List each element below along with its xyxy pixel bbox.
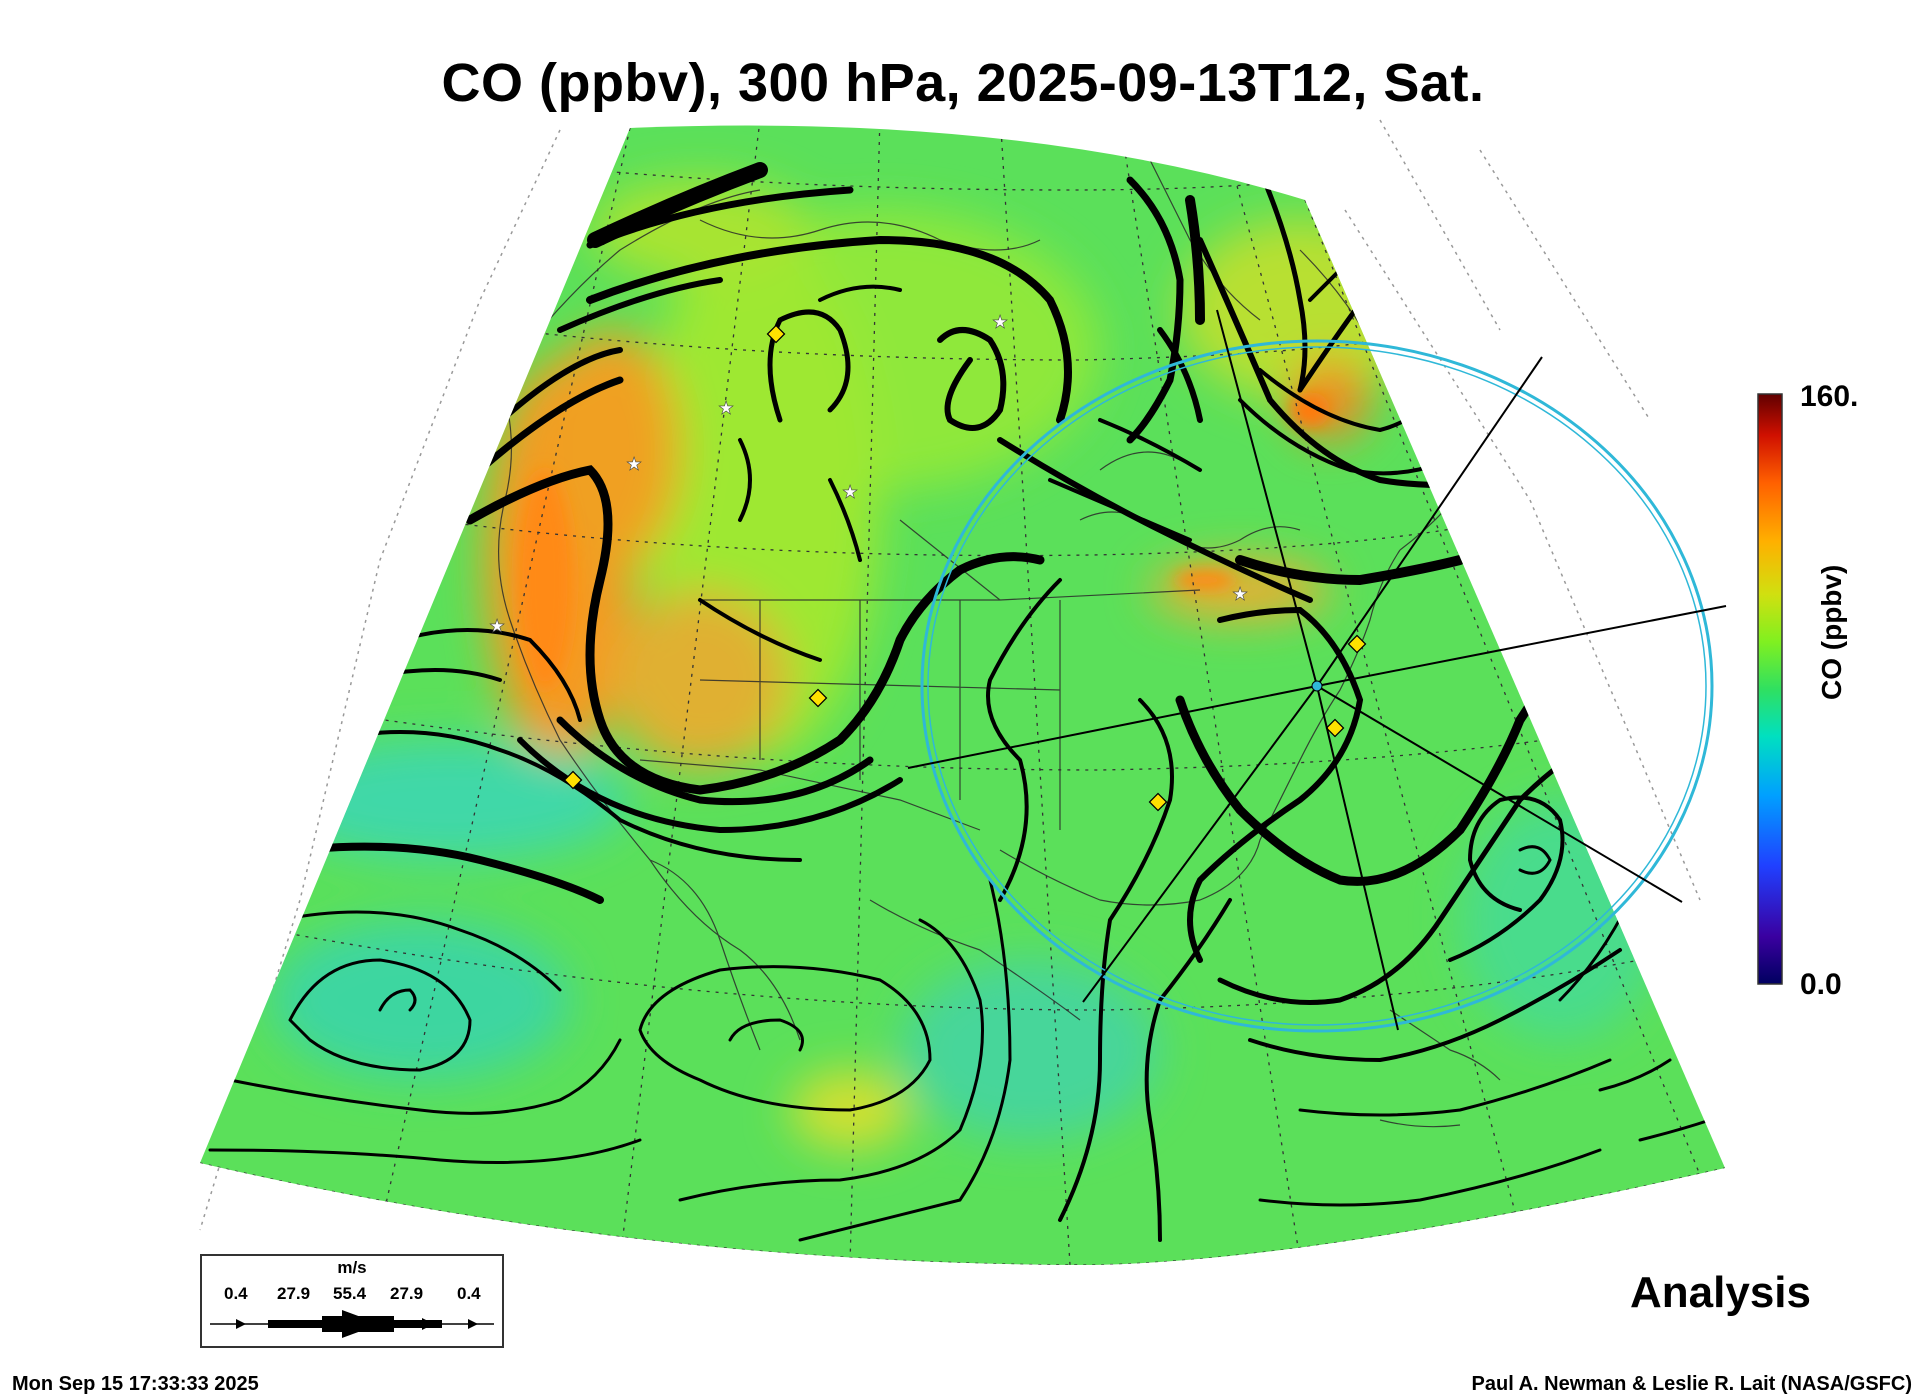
wind-legend-value: 55.4 (333, 1284, 367, 1303)
svg-text:★: ★ (992, 312, 1008, 333)
svg-text:★: ★ (1454, 536, 1470, 557)
colorbar-max-label: 160. (1800, 380, 1859, 413)
wind-legend-value: 0.4 (457, 1284, 481, 1303)
range-ring (920, 339, 1714, 1033)
colorbar-min-label: 0.0 (1800, 968, 1842, 1001)
svg-text:★: ★ (842, 482, 858, 503)
svg-text:★: ★ (489, 616, 505, 637)
wind-legend-value: 0.4 (224, 1284, 248, 1303)
wind-legend-value: 27.9 (390, 1284, 424, 1303)
range-rays (907, 309, 1727, 1031)
co-field: ★ ★ ★ ★ ★ ★ ★ (200, 125, 1725, 1266)
colorbar (1757, 393, 1783, 985)
wind-legend-arrows (210, 1310, 494, 1338)
analysis-label: Analysis (1630, 1268, 1811, 1317)
svg-text:★: ★ (718, 398, 734, 419)
range-center (1311, 680, 1323, 692)
wind-legend-value: 27.9 (277, 1284, 311, 1303)
svg-text:★: ★ (626, 454, 642, 475)
station-markers (563, 324, 1367, 812)
wind-legend: m/s 0.4 27.9 55.4 27.9 0.4 (200, 1254, 504, 1348)
chart-title: CO (ppbv), 300 hPa, 2025-09-13T12, Sat. (441, 53, 1485, 113)
wind-legend-unit: m/s (337, 1258, 367, 1277)
svg-text:★: ★ (1232, 584, 1248, 605)
footer-timestamp: Mon Sep 15 17:33:33 2025 (12, 1373, 259, 1395)
wind-streamlines (208, 162, 1712, 1242)
colorbar-title: CO (ppbv) (1816, 564, 1847, 700)
footer-credit: Paul A. Newman & Leslie R. Lait (NASA/GS… (1471, 1373, 1912, 1395)
